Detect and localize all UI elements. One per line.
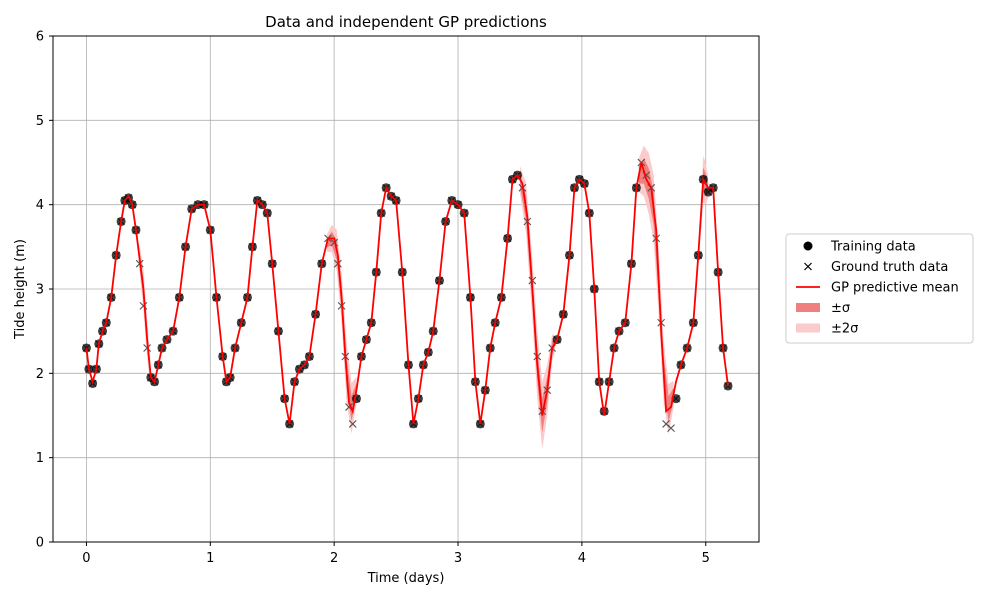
- legend-cross-icon: [804, 262, 812, 271]
- x-tick-label: 2: [330, 551, 338, 566]
- grid: [53, 35, 759, 543]
- legend-label: Ground truth data: [831, 260, 948, 275]
- mean-line: [85, 162, 729, 425]
- y-tick-label: 4: [36, 198, 44, 213]
- truth-marker-stroke: [662, 420, 670, 428]
- y-tick-label: 2: [36, 367, 44, 382]
- truth-marker-stroke: [667, 424, 675, 433]
- x-tick-label: 4: [578, 551, 586, 566]
- legend-label: Training data: [830, 240, 916, 255]
- truth-marker-stroke: [139, 301, 148, 310]
- band-2sigma: [138, 145, 709, 450]
- legend-label: GP predictive mean: [831, 281, 959, 296]
- legend-label: ±σ: [831, 301, 850, 316]
- legend-band2-icon: [796, 323, 820, 333]
- y-axis-title: Tide height (m): [13, 239, 28, 340]
- x-tick-label: 5: [702, 551, 710, 566]
- x-tick-label: 1: [206, 551, 214, 566]
- band-1sigma-region: [638, 158, 674, 422]
- y-tick-label: 5: [36, 114, 44, 129]
- legend-label: ±2σ: [831, 322, 858, 337]
- truth-marker: [348, 420, 357, 428]
- x-axis-title: Time (days): [367, 571, 445, 586]
- legend-dot-icon: [803, 241, 813, 251]
- band-2sigma-region: [638, 145, 674, 435]
- training-point: [351, 394, 361, 404]
- x-tick-label: 0: [82, 551, 90, 566]
- chart-title: Data and independent GP predictions: [265, 13, 547, 31]
- legend-band1-icon: [796, 303, 820, 312]
- truth-marker-stroke: [330, 238, 339, 247]
- x-tick-label: 3: [454, 551, 462, 566]
- truth-marker: [667, 424, 675, 433]
- y-tick-label: 6: [36, 30, 44, 45]
- y-tick-label: 0: [36, 536, 44, 551]
- y-tick-label: 3: [36, 283, 44, 298]
- y-tick-label: 1: [36, 451, 44, 466]
- truth-marker: [139, 301, 148, 310]
- truth-marker-stroke: [348, 420, 357, 428]
- legend-box: [785, 233, 974, 344]
- band-1sigma: [138, 158, 709, 433]
- axis-ticks: 0 1 2 3 4 5 0 1 2 3 4 5 6: [36, 30, 710, 567]
- truth-marker-stroke: [642, 171, 651, 180]
- legend: Training data Ground truth data GP predict…: [785, 233, 974, 344]
- mean-series: [85, 162, 729, 425]
- truth-marker-stroke: [345, 403, 353, 411]
